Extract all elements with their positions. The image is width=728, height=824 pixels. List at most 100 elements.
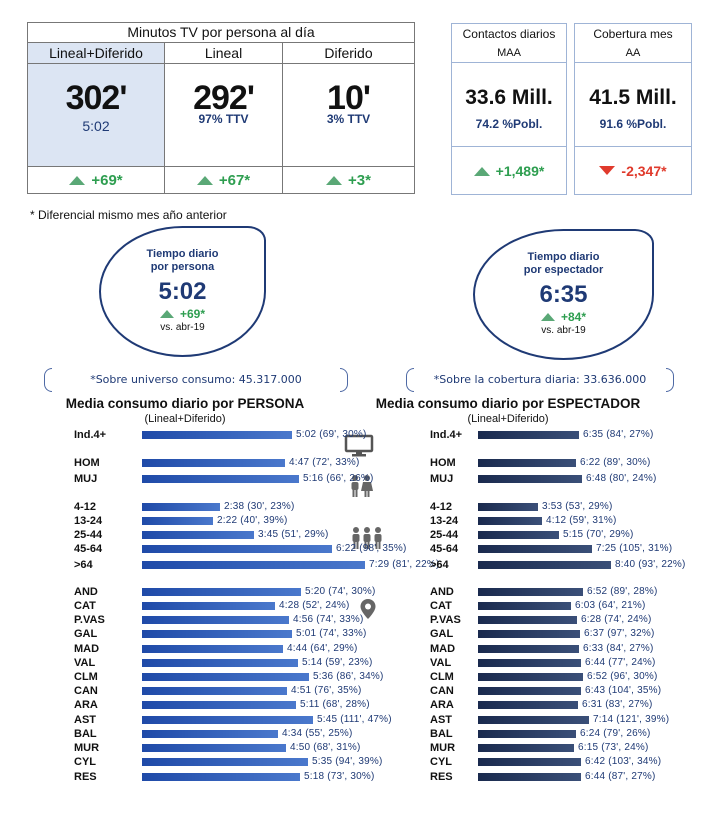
category-label: CYL <box>74 756 96 768</box>
category-label: 25-44 <box>74 529 103 541</box>
triangle-up-icon <box>540 313 555 321</box>
category-label: MUR <box>430 742 456 754</box>
footnote: * Diferencial mismo mes año anterior <box>30 208 227 222</box>
contactos-value: 33.6 Mill. <box>465 86 553 109</box>
category-label: RES <box>430 771 453 783</box>
data-label: 6:42 (103', 34%) <box>585 756 662 767</box>
category-label: CLM <box>430 671 454 683</box>
triangle-up-icon <box>326 176 343 185</box>
value-lineal: 292' <box>193 79 255 117</box>
bar <box>142 687 287 695</box>
category-label: CYL <box>430 756 452 768</box>
group-people-icon <box>352 527 382 549</box>
category-label: 4-12 <box>430 501 453 513</box>
bar <box>142 758 308 766</box>
bubble-persona-vs: vs. abr-19 <box>160 322 205 333</box>
category-label: 45-64 <box>430 543 459 555</box>
value-diferido: 10' <box>327 79 371 117</box>
data-label: 6:33 (84', 27%) <box>583 643 654 654</box>
diff-diferido: +3* <box>282 167 414 194</box>
data-label: 6:15 (73', 24%) <box>578 742 649 753</box>
bar <box>478 758 581 766</box>
bubble-persona: Tiempo diario por persona 5:02 +69* vs. a… <box>99 226 266 357</box>
triangle-up-icon <box>473 167 490 176</box>
cell-diferido: 10' 3% TTV <box>282 64 414 167</box>
triangle-up-icon <box>159 310 174 318</box>
bar <box>142 659 298 667</box>
data-label: 2:38 (30', 23%) <box>224 501 295 512</box>
bubble-persona-time: 5:02 <box>158 278 207 305</box>
bar <box>142 773 300 781</box>
data-label: 6:24 (79', 26%) <box>580 728 651 739</box>
category-label: 25-44 <box>430 529 459 541</box>
bar <box>478 531 559 539</box>
triangle-up-icon <box>196 176 213 185</box>
data-label: 7:14 (121', 39%) <box>593 714 670 725</box>
category-label: HOM <box>74 457 100 469</box>
tv-table-title: Minutos TV por persona al día <box>28 23 414 43</box>
bar <box>142 531 254 539</box>
sub-diferido: 3% TTV <box>326 112 371 126</box>
data-label: 5:01 (74', 33%) <box>296 628 367 639</box>
bar <box>142 545 332 553</box>
category-label: HOM <box>430 457 456 469</box>
category-label: P.VAS <box>430 614 461 626</box>
cell-lineal-diferido: 302' 5:02 <box>28 64 164 167</box>
bar <box>142 602 275 610</box>
category-label: GAL <box>430 628 454 640</box>
category-label: CAN <box>430 685 454 697</box>
data-label: 5:02 (69', 30%) <box>296 429 367 440</box>
category-label: RES <box>74 771 97 783</box>
header-lineal: Lineal <box>164 43 282 64</box>
bar <box>478 517 542 525</box>
bar <box>478 459 576 467</box>
contactos-diff: +1,489* <box>452 146 566 195</box>
chart-espectador-title: Media consumo diario por ESPECTADOR <box>375 396 641 411</box>
data-label: 5:14 (59', 23%) <box>302 657 373 668</box>
bar <box>478 630 580 638</box>
category-label: MAD <box>430 643 456 655</box>
bar <box>142 645 283 653</box>
category-label: 45-64 <box>74 543 103 555</box>
contactos-title: Contactos diarios <box>462 27 556 41</box>
cell-lineal: 292' 97% TTV <box>164 64 282 167</box>
bar <box>142 673 309 681</box>
data-label: 6:52 (96', 30%) <box>587 671 658 682</box>
data-label: 5:20 (74', 30%) <box>305 586 376 597</box>
man-woman-icon <box>351 475 373 497</box>
category-label: CAN <box>74 685 98 697</box>
bar <box>478 588 583 596</box>
bar <box>478 545 592 553</box>
sub-lineal-diferido: 5:02 <box>82 118 110 134</box>
bar <box>478 773 581 781</box>
bar <box>142 701 296 709</box>
bar <box>478 716 589 724</box>
category-label: Ind.4+ <box>74 429 107 441</box>
data-label: 6:43 (104', 35%) <box>585 685 662 696</box>
category-label: ARA <box>430 699 454 711</box>
bar <box>478 701 578 709</box>
data-label: 4:28 (52', 24%) <box>279 600 350 611</box>
bar <box>478 645 579 653</box>
category-label: Ind.4+ <box>430 429 463 441</box>
category-label: 13-24 <box>74 515 103 527</box>
bar <box>478 475 582 483</box>
contactos-sub: MAA <box>452 44 566 63</box>
contactos-pct: 74.2 %Pobl. <box>475 117 543 131</box>
bar <box>142 588 301 596</box>
category-label: AND <box>430 586 454 598</box>
diff-lineal: +67* <box>164 167 282 194</box>
data-label: 2:22 (40', 39%) <box>217 515 288 526</box>
data-label: 6:31 (83', 27%) <box>582 699 653 710</box>
data-label: 5:18 (73', 30%) <box>304 771 375 782</box>
category-label: 4-12 <box>74 501 97 513</box>
category-label: VAL <box>74 657 96 669</box>
bubble-espectador-time: 6:35 <box>539 281 588 308</box>
bar <box>142 503 220 511</box>
data-label: 6:28 (74', 24%) <box>581 614 652 625</box>
bubble-espectador-diff: +84* <box>475 310 652 324</box>
bar <box>142 630 292 638</box>
chart-espectador-subtitle: (Lineal+Diferido) <box>467 413 549 425</box>
bar <box>478 561 611 569</box>
category-label: AST <box>74 714 96 726</box>
